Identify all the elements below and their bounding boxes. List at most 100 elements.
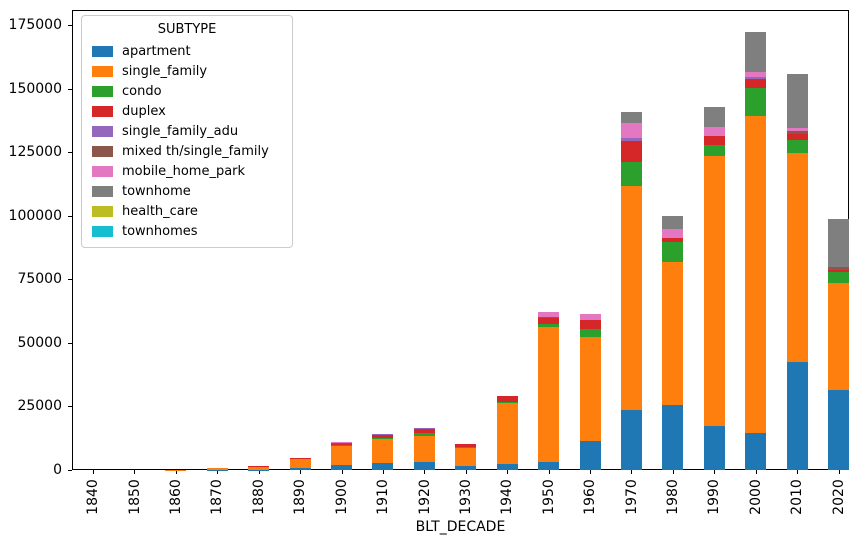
bar-segment-2010-duplex bbox=[786, 134, 808, 140]
x-tick-mark-1980 bbox=[672, 470, 674, 474]
y-tick-label-50000: 50000 bbox=[17, 334, 62, 351]
x-tick-1950: 1950 bbox=[527, 475, 571, 519]
y-tick-label-100000: 100000 bbox=[8, 207, 62, 224]
legend-row-duplex: duplex bbox=[90, 101, 284, 121]
x-tick-2020: 2020 bbox=[817, 475, 857, 519]
bar-segment-1900-mixed-th-single_family bbox=[331, 442, 353, 444]
bar-segment-1940-single_family bbox=[496, 402, 518, 465]
bar-segment-1970-townhome bbox=[620, 111, 642, 123]
bar-segment-1990-single_family bbox=[703, 156, 725, 426]
bar-1880 bbox=[248, 466, 270, 470]
legend-swatch-single_family_adu bbox=[92, 125, 113, 137]
bar-segment-1890-single_family bbox=[289, 459, 311, 468]
y-tick-mark-75000 bbox=[68, 279, 72, 281]
x-tick-label-1950: 1950 bbox=[540, 479, 557, 515]
bar-segment-1950-condo bbox=[538, 324, 560, 327]
bar-segment-1960-condo bbox=[579, 329, 601, 337]
x-tick-label-1930: 1930 bbox=[457, 479, 474, 515]
bar-segment-1900-duplex bbox=[331, 443, 353, 446]
bar-segment-2020-condo bbox=[828, 272, 850, 283]
x-tick-label-1980: 1980 bbox=[664, 479, 681, 515]
x-tick-label-1970: 1970 bbox=[623, 479, 640, 515]
bar-segment-2020-mixed-th-single_family bbox=[828, 267, 850, 271]
x-tick-mark-1990 bbox=[714, 470, 716, 474]
bar-segment-1950-duplex bbox=[538, 317, 560, 325]
bar-segment-1980-duplex bbox=[662, 237, 684, 243]
bar-segment-1980-mobile_home_park bbox=[662, 229, 684, 238]
bar-2020 bbox=[828, 219, 850, 470]
x-tick-mark-1890 bbox=[300, 470, 302, 474]
x-tick-1970: 1970 bbox=[609, 475, 653, 519]
bar-1990 bbox=[703, 107, 725, 470]
bar-segment-1970-duplex bbox=[620, 140, 642, 162]
bar-segment-2010-apartment bbox=[786, 361, 808, 470]
x-tick-label-1990: 1990 bbox=[706, 479, 723, 515]
legend-rows: apartment single_family condo duplex single_… bbox=[90, 41, 284, 241]
y-tick-mark-150000 bbox=[68, 88, 72, 90]
bar-segment-1970-single_family_adu bbox=[620, 138, 642, 141]
x-tick-mark-2020 bbox=[838, 470, 840, 474]
x-tick-mark-1880 bbox=[258, 470, 260, 474]
bar-1900 bbox=[331, 441, 353, 470]
bar-segment-1910-duplex bbox=[372, 434, 394, 438]
bar-segment-1870-single_family bbox=[206, 468, 228, 470]
bar-segment-2010-condo bbox=[786, 139, 808, 154]
x-tick-1920: 1920 bbox=[402, 475, 446, 519]
bar-segment-1920-duplex bbox=[413, 428, 435, 434]
legend-swatch-townhomes bbox=[92, 225, 113, 237]
bar-segment-1990-condo bbox=[703, 144, 725, 157]
x-tick-label-1890: 1890 bbox=[292, 479, 309, 515]
bar-segment-1980-single_family bbox=[662, 261, 684, 405]
bar-segment-1950-apartment bbox=[538, 461, 560, 470]
x-tick-mark-1860 bbox=[175, 470, 177, 474]
bar-segment-1890-apartment bbox=[289, 467, 311, 470]
bar-segment-1930-apartment bbox=[455, 465, 477, 470]
x-tick-mark-1960 bbox=[590, 470, 592, 474]
bar-segment-2020-townhome bbox=[828, 219, 850, 268]
x-tick-mark-2000 bbox=[755, 470, 757, 474]
bar-segment-1940-apartment bbox=[496, 464, 518, 470]
x-axis-title: BLT_DECADE bbox=[415, 519, 506, 535]
bar-segment-2020-apartment bbox=[828, 390, 850, 470]
bar-segment-1990-mobile_home_park bbox=[703, 127, 725, 137]
legend-row-townhomes: townhomes bbox=[90, 221, 284, 241]
y-tick-label-0: 0 bbox=[53, 462, 62, 478]
x-tick-1910: 1910 bbox=[361, 475, 405, 519]
x-tick-mark-1950 bbox=[548, 470, 550, 474]
y-tick-mark-175000 bbox=[68, 25, 72, 26]
bar-segment-2010-single_family bbox=[786, 153, 808, 362]
x-tick-1880: 1880 bbox=[237, 475, 281, 519]
x-tick-1960: 1960 bbox=[568, 475, 612, 519]
legend-label-condo: condo bbox=[122, 83, 162, 99]
legend-label-townhomes: townhomes bbox=[122, 223, 198, 239]
bar-1920 bbox=[413, 428, 435, 470]
bar-segment-1990-duplex bbox=[703, 136, 725, 145]
bar-segment-1910-condo bbox=[372, 437, 394, 439]
x-tick-1990: 1990 bbox=[692, 475, 736, 519]
x-tick-mark-1840 bbox=[93, 470, 94, 474]
x-tick-label-1870: 1870 bbox=[209, 479, 226, 515]
bar-1960 bbox=[579, 313, 601, 470]
bar-segment-1910-apartment bbox=[372, 463, 394, 470]
y-tick-mark-125000 bbox=[68, 152, 72, 154]
legend-row-apartment: apartment bbox=[90, 41, 284, 61]
bar-2010 bbox=[786, 73, 808, 470]
bar-segment-1990-townhome bbox=[703, 107, 725, 128]
bar-segment-1930-single_family bbox=[455, 447, 477, 466]
bar-segment-2000-mobile_home_park bbox=[745, 71, 767, 77]
x-tick-label-1900: 1900 bbox=[333, 479, 350, 515]
x-tick-label-1850: 1850 bbox=[126, 479, 143, 515]
bar-segment-2000-single_family_adu bbox=[745, 76, 767, 80]
bar-segment-1970-apartment bbox=[620, 409, 642, 470]
legend-swatch-mobile_home_park bbox=[92, 165, 113, 177]
legend-row-condo: condo bbox=[90, 81, 284, 101]
bar-segment-2010-mobile_home_park bbox=[786, 128, 808, 132]
y-tick-label-150000: 150000 bbox=[8, 80, 62, 97]
bar-segment-1910-single_family_adu bbox=[372, 434, 394, 435]
x-tick-1890: 1890 bbox=[278, 475, 322, 519]
x-tick-1980: 1980 bbox=[651, 475, 695, 519]
legend-row-health_care: health_care bbox=[90, 201, 284, 221]
bar-segment-1890-duplex bbox=[289, 458, 311, 460]
y-tick-label-25000: 25000 bbox=[17, 398, 62, 415]
bar-1980 bbox=[662, 215, 684, 470]
